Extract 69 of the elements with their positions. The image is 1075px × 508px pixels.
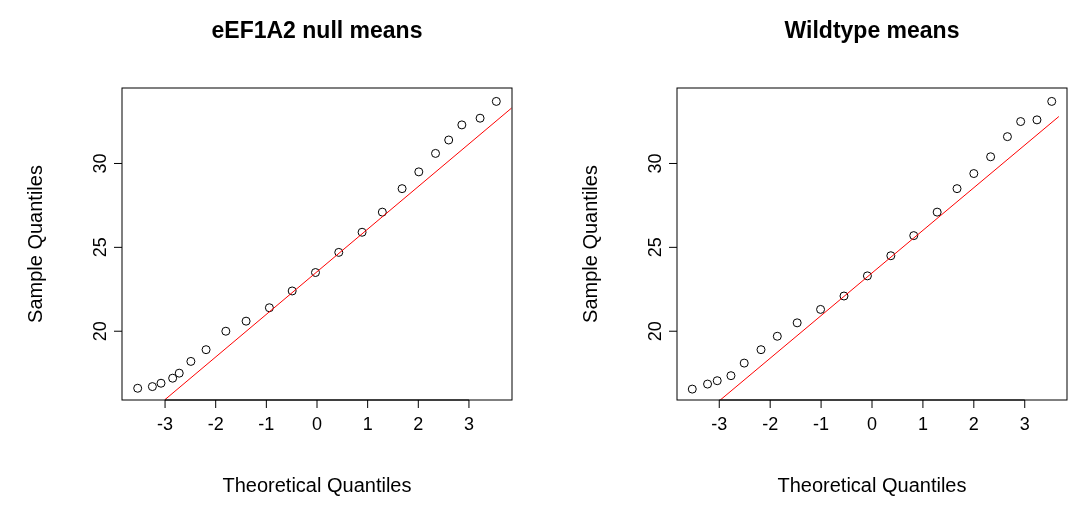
point xyxy=(712,376,722,386)
point xyxy=(952,184,962,194)
x-tick-label: -3 xyxy=(157,414,174,434)
point xyxy=(287,286,297,296)
point xyxy=(147,382,157,392)
x-tick-label: 0 xyxy=(311,414,323,434)
x-tick-label: 3 xyxy=(1019,414,1030,434)
point xyxy=(756,345,766,355)
point xyxy=(475,113,485,123)
x-axis-title: Theoretical Quantiles xyxy=(777,474,967,496)
point xyxy=(397,184,407,194)
point xyxy=(186,356,196,366)
y-tick-label: 25 xyxy=(90,237,110,258)
point xyxy=(133,383,143,393)
point xyxy=(862,271,872,281)
point xyxy=(168,373,178,383)
x-tick-label: 2 xyxy=(413,414,424,434)
point xyxy=(491,96,501,106)
point xyxy=(431,148,441,158)
point xyxy=(241,316,251,326)
point xyxy=(221,326,231,336)
y-tick-label: 25 xyxy=(645,237,665,258)
point xyxy=(932,207,942,217)
point xyxy=(1016,117,1026,127)
point xyxy=(357,227,367,237)
point xyxy=(687,384,697,394)
y-axis-title: Sample Quantiles xyxy=(579,165,601,323)
x-tick-label: -2 xyxy=(762,414,779,434)
point xyxy=(909,231,919,241)
point xyxy=(1002,132,1012,142)
point xyxy=(886,251,896,261)
y-tick-label: 20 xyxy=(645,321,665,342)
point xyxy=(969,169,979,179)
x-axis-title: Theoretical Quantiles xyxy=(222,474,412,496)
chart-title: eEF1A2 null means xyxy=(211,17,423,43)
x-tick-label: 1 xyxy=(917,414,928,434)
x-tick-label: 0 xyxy=(866,414,878,434)
point xyxy=(414,167,424,177)
point xyxy=(457,120,467,130)
x-tick-label: 2 xyxy=(968,414,979,434)
y-tick-label: 20 xyxy=(90,321,110,342)
point xyxy=(310,268,320,278)
point xyxy=(726,371,736,381)
y-axis-title: Sample Quantiles xyxy=(24,165,46,323)
x-tick-label: 3 xyxy=(463,414,474,434)
point xyxy=(1047,96,1057,106)
point xyxy=(816,304,826,314)
point xyxy=(703,379,713,389)
x-tick-label: -1 xyxy=(258,414,275,434)
x-tick-label: -2 xyxy=(207,414,224,434)
point xyxy=(156,378,166,388)
point xyxy=(444,135,454,145)
chart-title: Wildtype means xyxy=(784,17,960,43)
point xyxy=(792,318,802,328)
point xyxy=(739,358,749,368)
point xyxy=(986,152,996,162)
x-tick-label: -3 xyxy=(711,414,728,434)
point xyxy=(264,303,274,313)
point xyxy=(174,368,184,378)
point xyxy=(377,207,387,217)
y-tick-label: 30 xyxy=(90,153,110,174)
point xyxy=(1032,115,1042,125)
y-tick-label: 30 xyxy=(645,153,665,174)
point xyxy=(201,345,211,355)
x-tick-label: -1 xyxy=(813,414,830,434)
point xyxy=(839,291,849,301)
point xyxy=(772,331,782,341)
point xyxy=(334,247,344,257)
x-tick-label: 1 xyxy=(362,414,373,434)
